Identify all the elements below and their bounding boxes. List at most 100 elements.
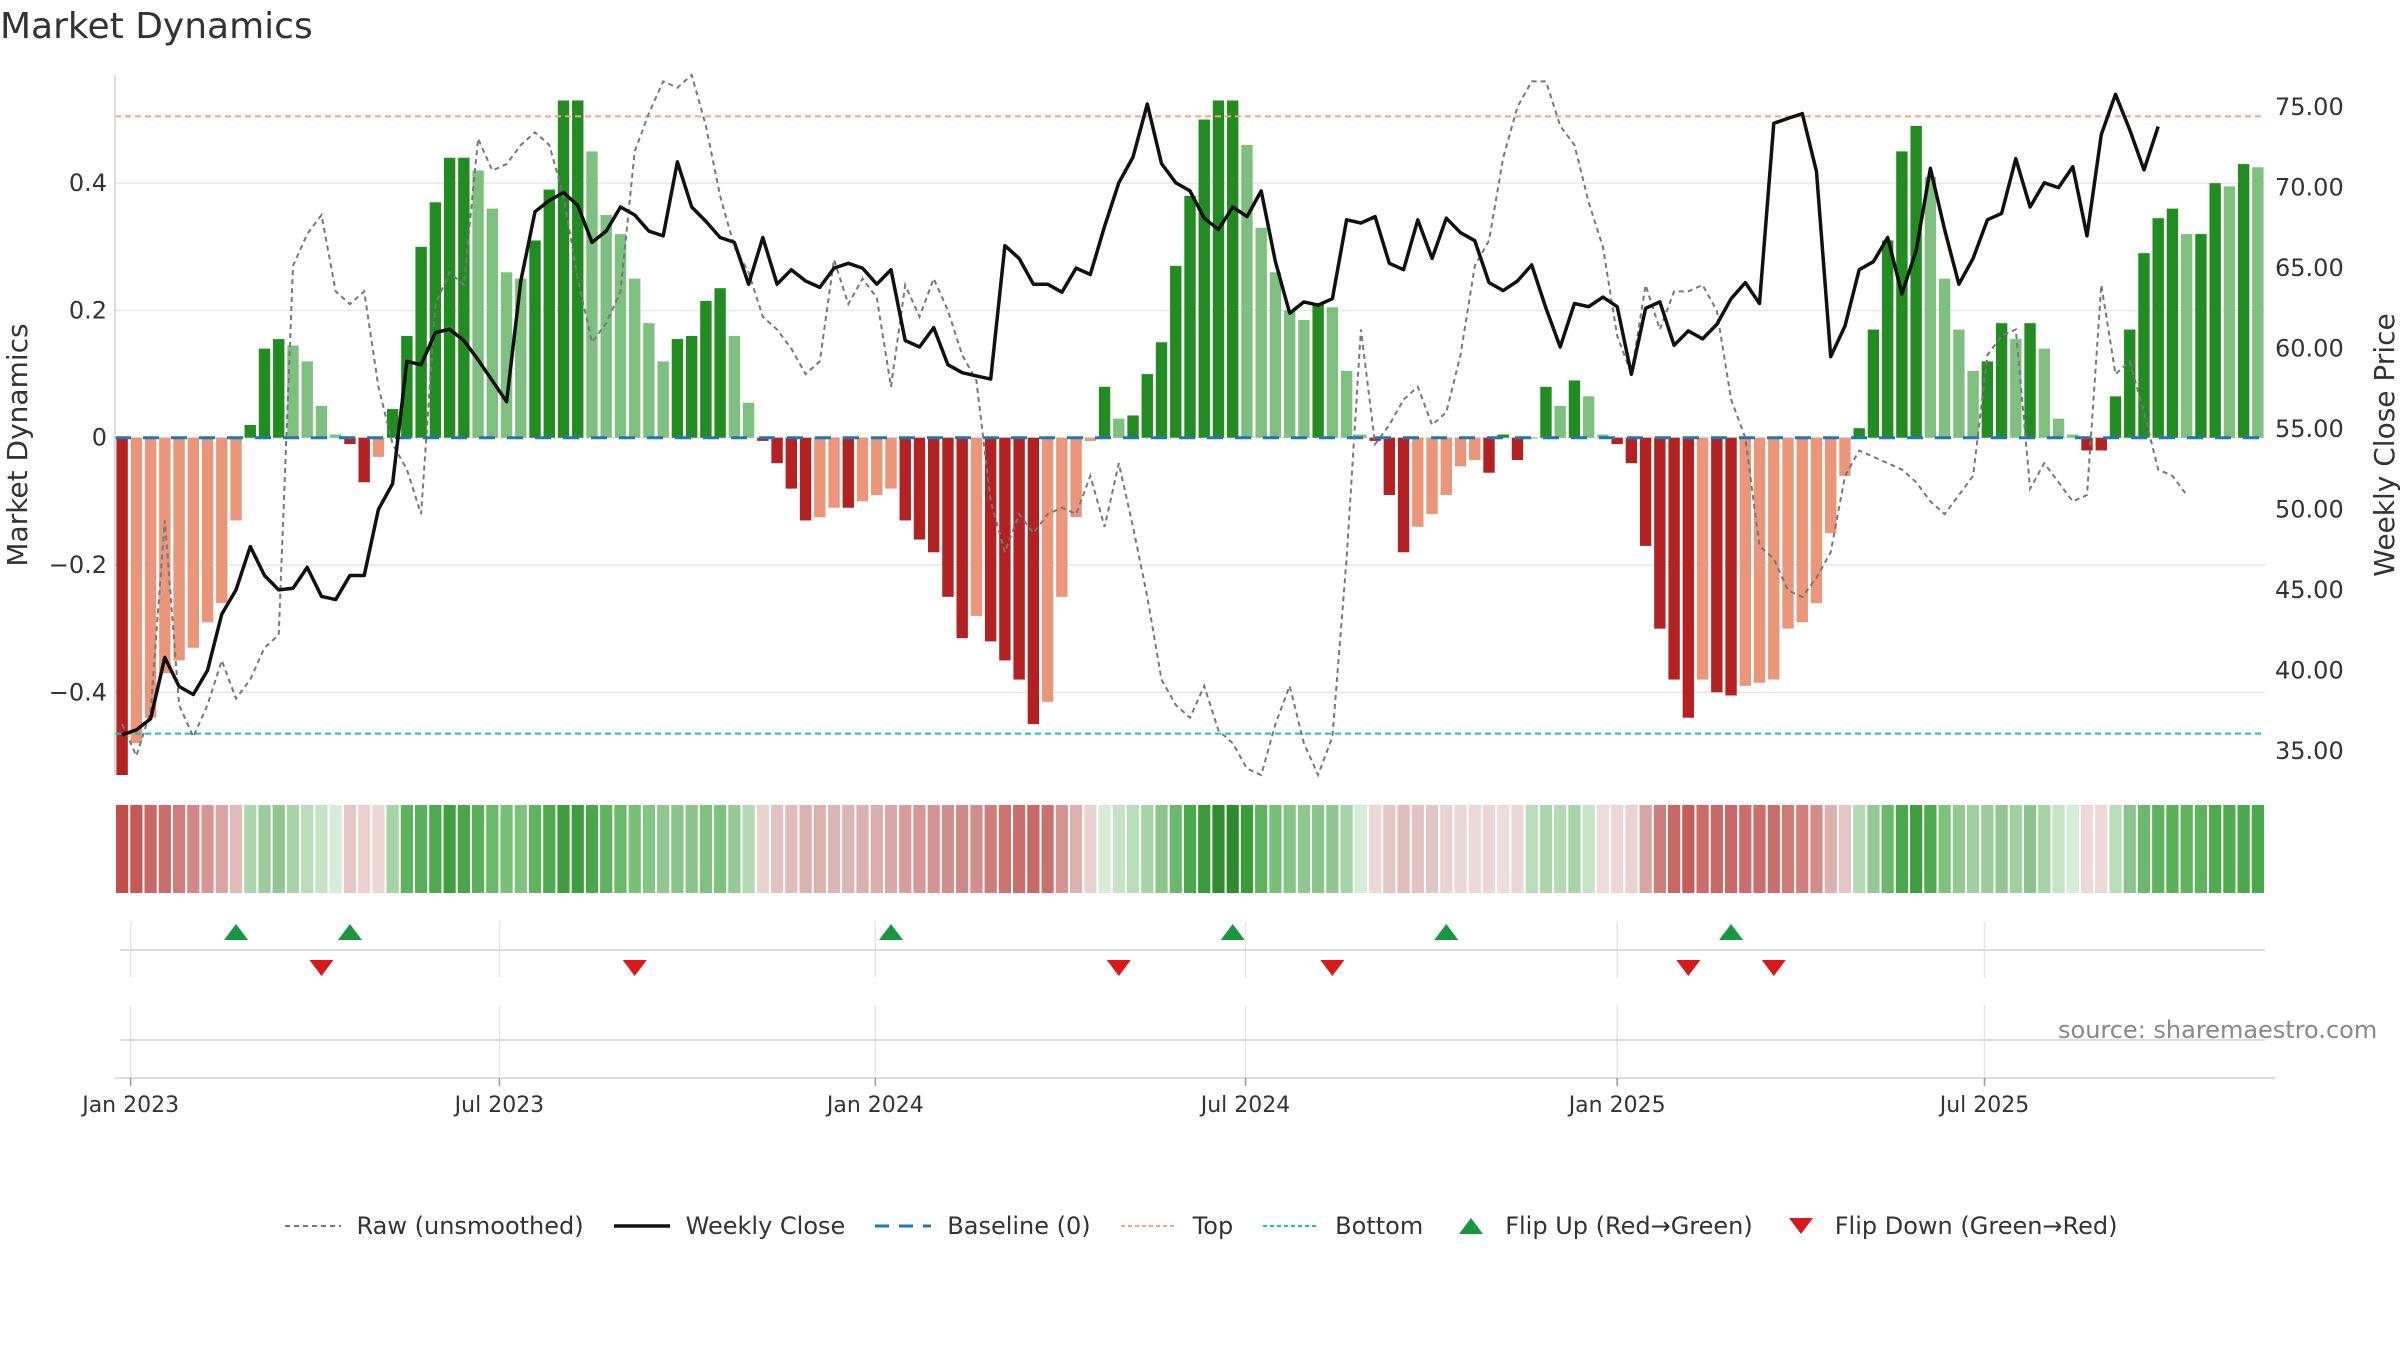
legend-raw-swatch [284,1225,341,1227]
band-cell [272,805,285,893]
dynamics-bar [1753,437,1766,683]
dynamics-bar [2052,418,2065,438]
band-cell [2166,805,2179,893]
band-cell [571,805,584,893]
band-cell [1141,805,1154,893]
dynamics-bar [1298,320,1310,438]
dynamics-bar [144,437,157,718]
dynamics-bar [899,437,911,521]
legend-baseline-swatch [875,1224,932,1228]
band-cell [1198,805,1211,893]
dynamics-bar [572,100,584,438]
dynamics-bar [159,437,171,674]
left-tick-label: 0.2 [69,296,107,324]
dynamics-bar [814,437,826,518]
flip-down-icon [1788,1218,1813,1234]
band-cell [1781,805,1795,893]
band-cell [514,805,527,893]
right-tick-label: 50.00 [2275,495,2344,523]
band-cell [1895,805,1909,893]
flip-up-marker [1220,924,1245,940]
band-cell [600,805,613,893]
right-tick-label: 70.00 [2275,174,2344,202]
band-cell [856,805,869,893]
legend-item-raw: Raw (unsmoothed) [283,1212,584,1240]
band-cell [2194,805,2208,893]
left-tick-label: 0.4 [69,169,107,197]
dynamics-bar [330,434,342,438]
dynamics-bar [1483,437,1495,473]
left-tick-label: 0 [92,424,107,452]
band-cell [941,805,955,893]
band-cell [1867,805,1880,893]
band-cell [2223,805,2236,893]
band-cell [1554,805,1567,893]
dynamics-bar [2195,234,2207,438]
bottom-panel [120,1005,2265,1078]
legend-item-flip-down: Flip Down (Green→Red) [1781,1212,2118,1240]
band-cell [1297,805,1311,893]
x-axis: Jan 2023 Jul 2023 Jan 2024 Jul 2024 Jan 2025… [80,1077,2275,1118]
dynamics-bar [2067,434,2079,438]
dynamics-bar [728,335,741,438]
band-cell [2009,805,2022,893]
dynamics-bar [2124,329,2136,438]
dynamics-bar [1369,437,1381,441]
dynamics-bar [1981,361,1994,438]
dynamics-bar [1141,374,1153,438]
band-cell [429,805,442,893]
dynamics-bar [358,437,370,483]
band-cell [2038,805,2051,893]
band-cell [1354,805,1367,893]
band-cell [172,805,186,893]
dynamics-bar [1554,405,1566,438]
legend-top-swatch [1120,1225,1177,1227]
band-cell [714,805,727,893]
dynamics-bar [1668,437,1680,680]
x-tick-label: Jul 2023 [453,1093,545,1118]
dynamics-bar [1283,310,1296,438]
flip-down-marker [622,960,647,976]
x-tick-label: Jan 2024 [825,1093,924,1118]
flip-up-marker [224,924,249,940]
dynamics-bar [1938,278,1951,438]
band-cell [657,805,670,893]
dynamics-bar [828,437,840,508]
band-cell [1269,805,1282,893]
dynamics-bar [1696,437,1709,680]
band-cell [642,805,656,893]
band-cell [2066,805,2079,893]
band-cell [1910,805,1923,893]
dynamics-bar [1853,428,1865,438]
band-cell [1767,805,1780,893]
dynamics-bar [1241,145,1253,438]
dynamics-bar [1056,437,1068,597]
dynamics-bar [643,323,655,438]
band-cell [1397,805,1410,893]
band-cell [471,805,485,893]
right-axis: 35.00 40.00 45.00 50.00 55.00 60.00 65.00 70.00… [2275,93,2400,765]
chart-title: Market Dynamics [0,6,313,47]
dynamics-bar [1540,386,1552,438]
dynamics-bar [1155,342,1168,438]
band-cell [998,805,1012,893]
band-cell [913,805,926,893]
dynamics-bar [757,437,769,441]
band-cell [358,805,371,893]
band-cell [443,805,456,893]
band-cell [486,805,499,893]
dynamics-bar [1013,437,1025,680]
band-cell [1126,805,1140,893]
dynamics-bar [458,157,470,438]
band-cell [1981,805,1994,893]
band-cell [1966,805,1980,893]
legend: Raw (unsmoothed) Weekly Close Baseline (… [0,1208,2400,1244]
band-cell [614,805,627,893]
band-cell [2152,805,2165,893]
band-cell [258,805,271,893]
legend-label-raw: Raw (unsmoothed) [356,1212,584,1240]
dynamics-bar [2252,167,2264,438]
right-tick-label: 65.00 [2275,254,2344,282]
legend-label-flip-down: Flip Down (Green→Red) [1834,1212,2118,1240]
band-cell [2137,805,2151,893]
